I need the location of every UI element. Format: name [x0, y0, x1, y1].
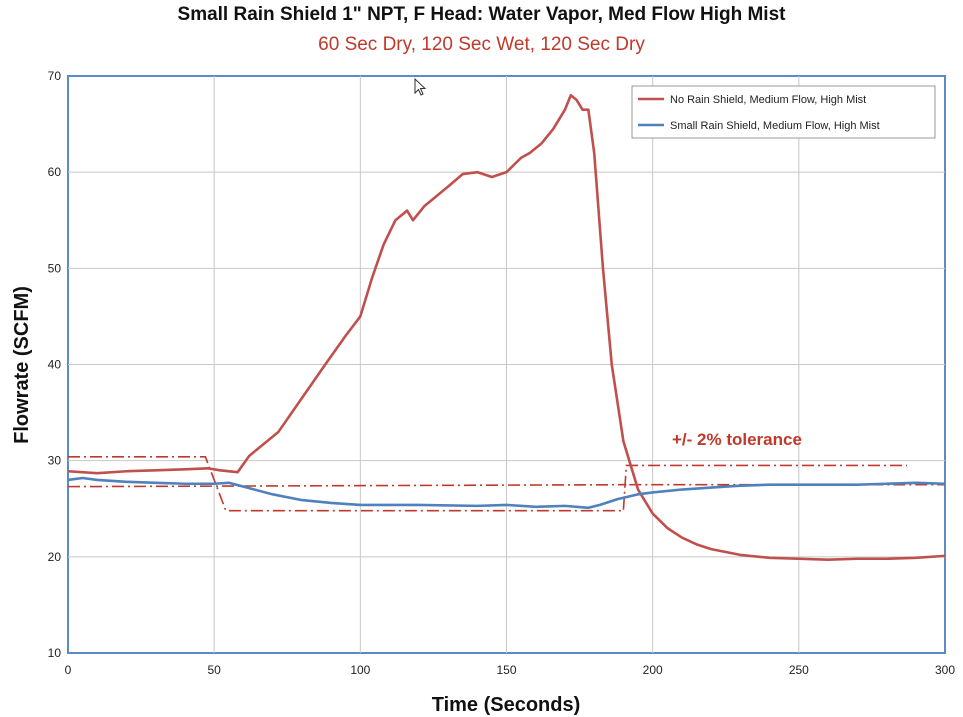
x-axis-title: Time (Seconds) — [432, 694, 581, 716]
y-tick-label: 50 — [48, 261, 62, 275]
series-line-small-rain-shield — [67, 476, 946, 510]
x-tick-label: 0 — [65, 663, 72, 677]
chart-title: Small Rain Shield 1" NPT, F Head: Water … — [177, 4, 786, 25]
y-tick-label: 10 — [48, 646, 62, 660]
x-tick-label: 150 — [496, 663, 516, 677]
tolerance-line-3 — [622, 464, 907, 510]
y-tick-label: 20 — [48, 550, 62, 564]
x-tick-label: 300 — [935, 663, 955, 677]
y-tick-label: 30 — [48, 454, 62, 468]
tolerance-annotation: +/- 2% tolerance — [672, 430, 802, 449]
y-tick-label: 60 — [48, 165, 62, 179]
y-tick-label: 40 — [48, 358, 62, 372]
series-line-no-rain-shield — [67, 93, 946, 562]
x-tick-label: 50 — [207, 663, 221, 677]
tolerance-line-2 — [67, 483, 627, 488]
legend-label-no-shield: No Rain Shield, Medium Flow, High Mist — [670, 94, 866, 106]
y-tick-label: 70 — [48, 69, 62, 83]
legend: No Rain Shield, Medium Flow, High Mist S… — [631, 85, 936, 139]
chart-subtitle: 60 Sec Dry, 120 Sec Wet, 120 Sec Dry — [318, 34, 645, 55]
cursor-arrow-icon — [414, 77, 427, 96]
x-tick-label: 250 — [789, 663, 809, 677]
x-tick-label: 200 — [643, 663, 663, 677]
legend-label-small-shield: Small Rain Shield, Medium Flow, High Mis… — [670, 120, 880, 132]
legend-box — [631, 85, 936, 139]
x-tick-label: 100 — [350, 663, 370, 677]
tolerance-line-1 — [68, 456, 624, 512]
y-axis-title: Flowrate (SCFM) — [11, 286, 33, 444]
